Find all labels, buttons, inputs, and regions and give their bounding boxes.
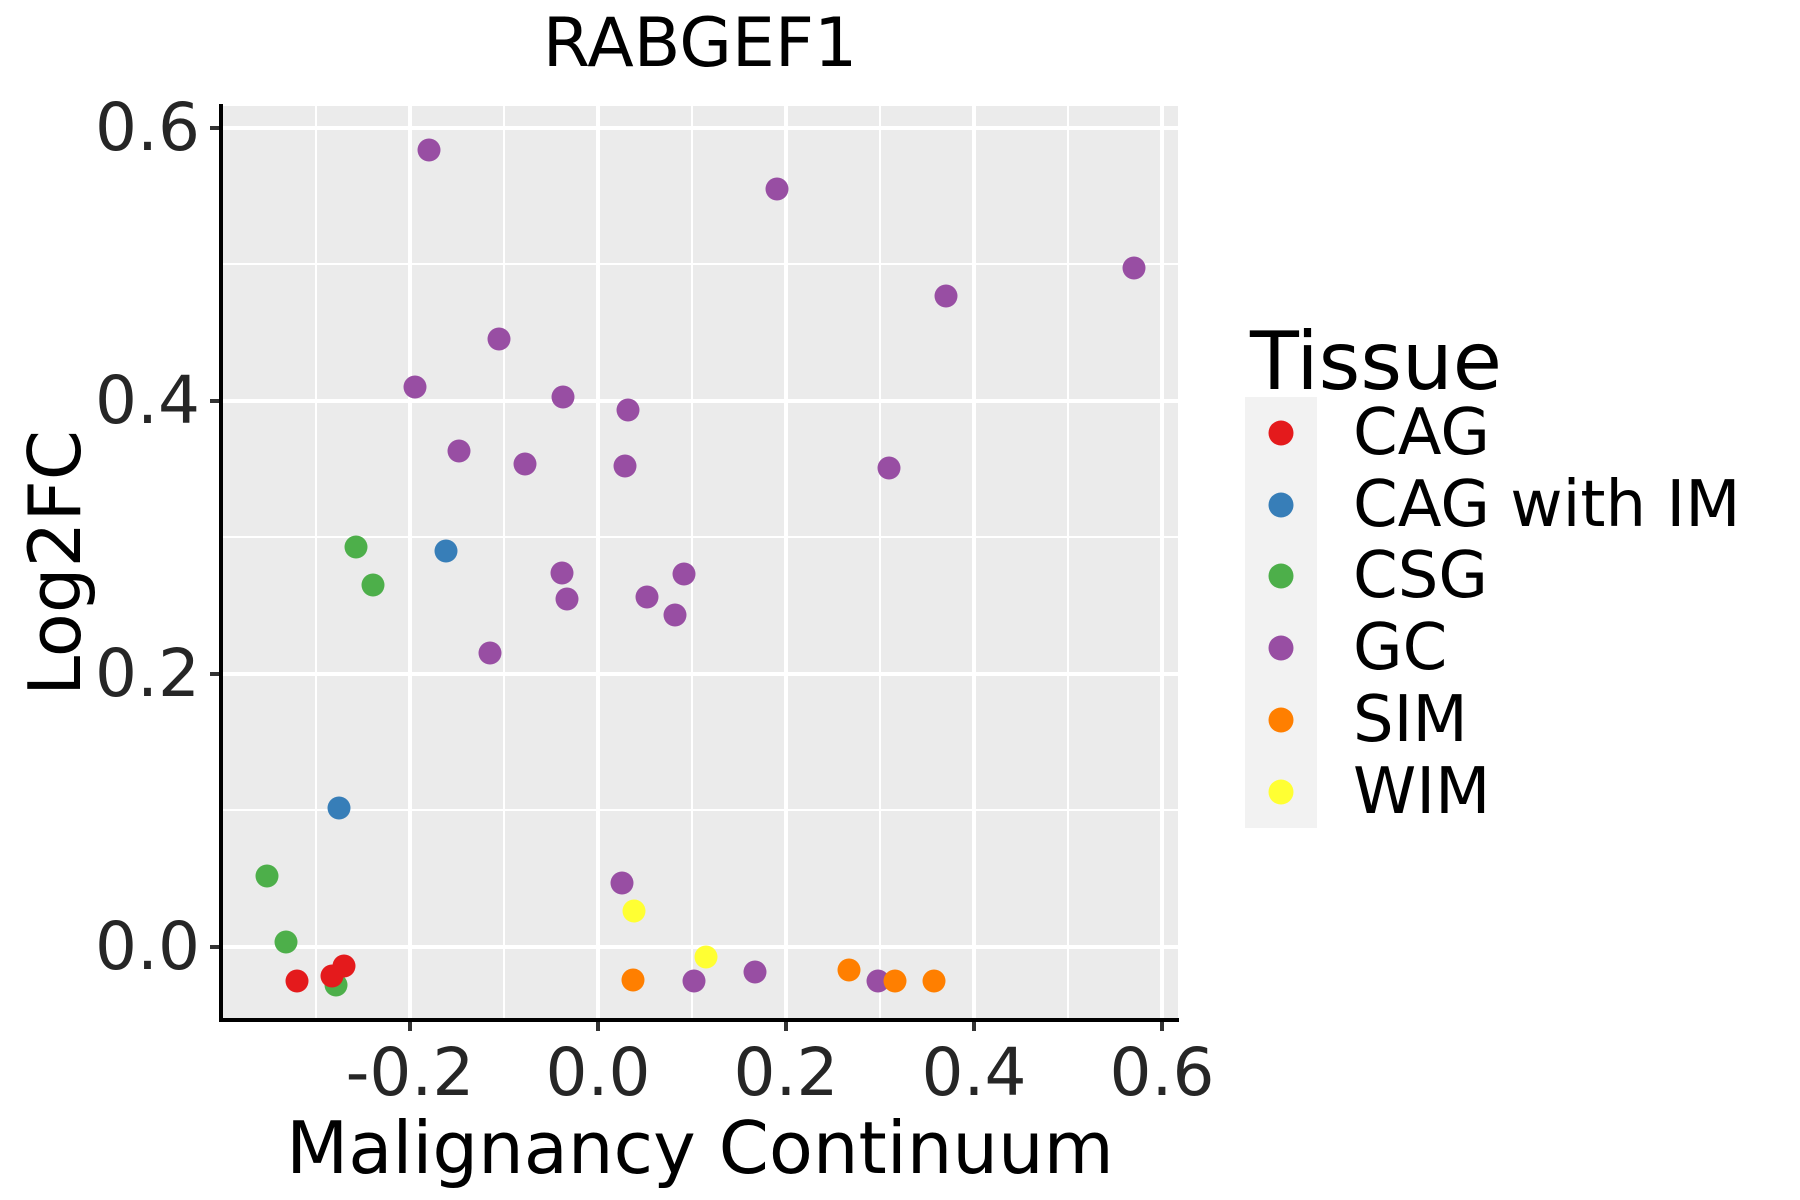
data-point-gc (743, 960, 767, 984)
data-point-gc (1122, 256, 1146, 280)
plot-panel (222, 106, 1178, 1020)
legend-label-gc: GC (1353, 611, 1448, 686)
legend-key-cag-with-im (1245, 468, 1317, 541)
data-point-csg (344, 535, 368, 559)
x-major-gridline (596, 106, 600, 1020)
y-minor-gridline (222, 809, 1178, 812)
x-major-gridline (784, 106, 788, 1020)
x-axis-title: Malignancy Continuum (286, 1106, 1114, 1190)
x-major-gridline (972, 106, 977, 1020)
data-point-sim (883, 969, 907, 993)
data-point-wim (622, 899, 646, 923)
data-point-gc (610, 871, 634, 895)
legend-dot-gc (1268, 635, 1294, 661)
x-minor-gridline (1067, 106, 1070, 1020)
x-tick-label: -0.2 (345, 1034, 475, 1111)
x-major-gridline (408, 106, 412, 1020)
data-point-gc (765, 177, 789, 201)
data-point-csg (274, 930, 298, 953)
legend-dot-cag (1268, 420, 1294, 446)
data-point-sim (922, 969, 946, 993)
data-point-wim (694, 945, 718, 969)
x-tick-mark (596, 1022, 600, 1031)
data-point-gc (616, 398, 640, 422)
data-point-gc (934, 284, 958, 308)
x-minor-gridline (691, 106, 693, 1020)
x-minor-gridline (879, 106, 881, 1020)
y-tick-mark (210, 125, 219, 130)
legend-dot-wim (1268, 779, 1294, 804)
x-tick-mark (1160, 1022, 1165, 1031)
data-point-gc (550, 561, 574, 585)
x-tick-label: 0.4 (921, 1034, 1027, 1111)
data-point-cag-with-im (327, 796, 351, 820)
legend-label-cag: CAG (1353, 396, 1490, 470)
data-point-gc (635, 585, 659, 609)
data-point-gc (672, 562, 696, 586)
y-tick-label: 0.4 (95, 361, 200, 439)
legend-dot-sim (1268, 707, 1294, 733)
y-tick-mark (210, 671, 219, 676)
y-axis-title: Log2FC (13, 429, 97, 697)
data-point-sim (837, 958, 861, 982)
data-point-cag-with-im (434, 539, 458, 563)
y-tick-label: 0.6 (95, 88, 200, 166)
legend-key-csg (1245, 540, 1317, 613)
data-point-sim (621, 968, 645, 992)
legend-key-sim (1245, 683, 1317, 756)
x-tick-mark (408, 1022, 412, 1031)
x-tick-label: 0.6 (1109, 1034, 1215, 1111)
y-major-gridline (222, 671, 1178, 676)
y-tick-mark (210, 944, 219, 949)
x-tick-mark (784, 1022, 788, 1031)
x-minor-gridline (503, 106, 505, 1020)
y-tick-label: 0.2 (95, 634, 200, 712)
data-point-gc (682, 969, 706, 993)
data-point-gc (663, 603, 687, 627)
data-point-cag (285, 969, 309, 993)
data-point-gc (555, 587, 579, 611)
data-point-csg (361, 573, 385, 597)
x-tick-label: 0.0 (545, 1034, 651, 1111)
x-axis-spine (219, 1018, 1179, 1022)
data-point-gc (417, 138, 441, 162)
plot-title: RABGEF1 (542, 4, 858, 83)
legend-label-csg: CSG (1353, 539, 1488, 614)
legend-title: Tissue (1250, 315, 1502, 408)
data-point-gc (877, 456, 901, 480)
legend-key-cag (1245, 397, 1317, 469)
y-minor-gridline (222, 263, 1178, 266)
data-point-gc (551, 385, 575, 409)
y-tick-mark (210, 398, 219, 403)
legend-key-wim (1245, 755, 1317, 828)
x-tick-label: 0.2 (733, 1034, 839, 1111)
data-point-cag (332, 954, 356, 978)
data-point-gc (403, 375, 427, 399)
y-axis-spine (219, 104, 223, 1022)
y-minor-gridline (222, 536, 1178, 539)
data-point-gc (447, 439, 471, 463)
y-major-gridline (222, 125, 1178, 130)
data-point-csg (255, 864, 279, 888)
legend-label-sim: SIM (1353, 682, 1468, 757)
data-point-gc (513, 452, 537, 476)
y-tick-label: 0.0 (95, 907, 200, 985)
legend-key-gc (1245, 612, 1317, 685)
data-point-gc (478, 641, 502, 665)
x-minor-gridline (315, 106, 317, 1020)
data-point-gc (613, 454, 637, 478)
x-tick-mark (972, 1022, 977, 1031)
data-point-gc (487, 327, 511, 351)
x-major-gridline (1160, 106, 1165, 1020)
legend-dot-csg (1268, 563, 1294, 589)
legend-dot-cag-with-im (1268, 492, 1294, 518)
legend-label-cag-with-im: CAG with IM (1353, 467, 1741, 542)
legend-label-wim: WIM (1353, 754, 1491, 829)
y-major-gridline (222, 398, 1178, 403)
